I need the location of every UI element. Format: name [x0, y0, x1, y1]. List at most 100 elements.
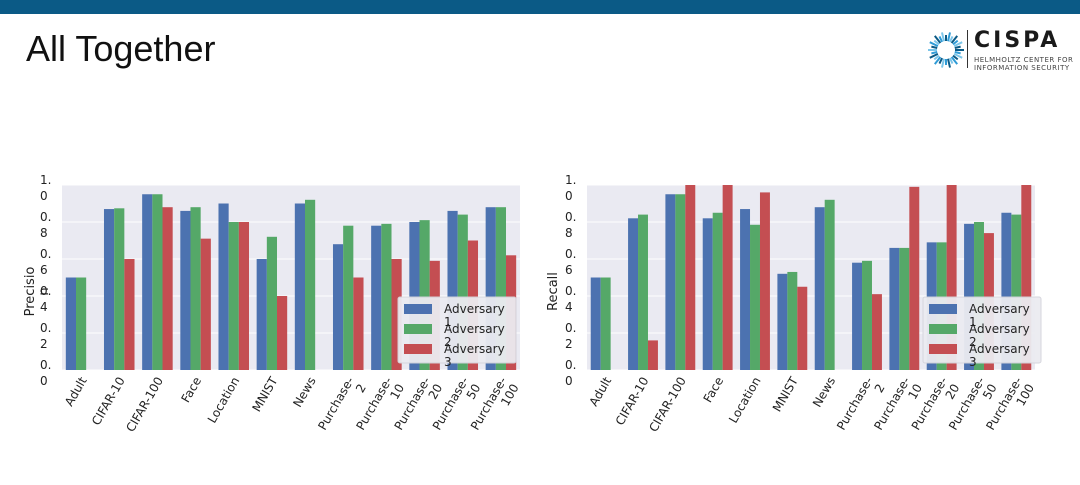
- bar-3: [797, 286, 808, 370]
- legend-label-line: Adversary: [969, 322, 1030, 336]
- bar-1: [1001, 212, 1012, 370]
- x-tick-label: Adult: [62, 374, 90, 408]
- bar-3: [200, 238, 211, 370]
- x-tick-label-line: 10: [905, 382, 925, 402]
- slide-title: All Together: [26, 28, 216, 69]
- y-tick-label: 0.: [40, 284, 51, 298]
- x-tick-label-line: 2: [872, 382, 888, 396]
- y-tick-label: 0.: [565, 284, 576, 298]
- y-axis-label: Precision: [23, 267, 52, 317]
- legend-label-1: Adversary 1: [969, 302, 1030, 329]
- bar-2: [712, 212, 723, 370]
- y-tick-label: 0.: [40, 247, 51, 261]
- sunburst-ray: [933, 56, 942, 65]
- bar-1: [590, 277, 601, 370]
- bar-2: [266, 236, 278, 370]
- legend-swatch-1: [404, 304, 432, 314]
- sunburst-ray: [929, 53, 939, 59]
- cispa-logo: CISPA HELMHOLTZ CENTER FOR INFORMATION S…: [926, 28, 1076, 72]
- top-accent-bar: [0, 0, 1080, 14]
- sunburst-ray: [954, 51, 961, 55]
- bar-1: [628, 218, 639, 370]
- bar-3: [759, 192, 770, 370]
- x-tick-label-line: CIFAR-10: [613, 375, 652, 428]
- bar-3: [647, 340, 658, 370]
- legend-label-line: 2: [444, 335, 452, 349]
- bar-2: [862, 260, 872, 370]
- x-tick-label-line: 50: [980, 382, 1000, 402]
- bar-2: [495, 207, 507, 370]
- recall-chart: 1. 0 0. 8 0. 6 0. 4 0. 2 0. 0 Recall AdultCIFAR-10CIF…: [546, 173, 1042, 434]
- bar-3: [162, 207, 173, 370]
- x-tick-label-line: News: [290, 375, 318, 410]
- bar-2: [152, 194, 163, 370]
- x-tick-label: Face: [701, 375, 727, 406]
- bar-3: [722, 185, 733, 370]
- y-tick-label-cont: 2: [40, 337, 48, 351]
- y-tick-label-cont: 4: [565, 300, 573, 314]
- x-tick-label-line: 20: [426, 382, 446, 402]
- x-tick-label-line: MNIST: [770, 374, 801, 414]
- y-tick-label-cont: 8: [565, 226, 573, 240]
- x-tick-label: News: [810, 375, 838, 410]
- x-tick-label-line: 10: [387, 382, 407, 402]
- bar-1: [409, 222, 420, 370]
- x-tick-label: CIFAR-10: [89, 375, 128, 428]
- cispa-sunburst-icon: [928, 32, 964, 68]
- bar-2: [190, 207, 201, 370]
- x-tick-label-line: CIFAR-10: [89, 375, 128, 428]
- bar-3: [391, 259, 402, 370]
- y-tick-label: 1.: [565, 173, 576, 187]
- y-tick-label: 0.: [565, 321, 576, 335]
- x-tick-label: Adult: [587, 374, 615, 408]
- bar-2: [114, 208, 125, 370]
- bar-2: [419, 220, 430, 370]
- bar-3: [685, 185, 696, 370]
- legend-swatch-2: [929, 324, 957, 334]
- bar-2: [343, 225, 354, 370]
- y-tick-label-cont: 0: [40, 374, 48, 388]
- legend-label-line: 2: [969, 335, 977, 349]
- bar-1: [814, 207, 825, 370]
- x-tick-label: Location: [205, 375, 243, 426]
- bar-1: [852, 262, 863, 370]
- logo-subtitle-line1: HELMHOLTZ CENTER FOR: [974, 56, 1074, 64]
- bar-1: [371, 225, 382, 370]
- x-tick-label-line: News: [810, 375, 838, 410]
- x-tick-label-line: Purchase-: [834, 375, 876, 433]
- sunburst-ray: [929, 41, 939, 47]
- legend-label-line: 1: [969, 315, 977, 329]
- x-tick-label-line: Location: [726, 375, 764, 426]
- legend-swatch-2: [404, 324, 432, 334]
- legend-swatch-1: [929, 304, 957, 314]
- legend-label-line: Adversary: [969, 342, 1030, 356]
- y-axis-label-line: Recall: [546, 272, 561, 311]
- bar-2: [824, 199, 835, 370]
- sunburst-ray: [949, 57, 954, 64]
- bar-2: [228, 222, 239, 370]
- bar-2: [600, 277, 611, 370]
- bar-1: [218, 203, 229, 370]
- sunburst-ray: [950, 35, 959, 44]
- logo-divider: [967, 30, 968, 68]
- bar-1: [180, 210, 191, 370]
- sunburst-ray: [954, 45, 961, 49]
- bar-2: [638, 214, 648, 370]
- x-tick-label-line: CIFAR-100: [123, 375, 166, 435]
- x-tick-label: Location: [726, 375, 764, 426]
- bar-1: [447, 210, 458, 370]
- sunburst-ray: [953, 53, 963, 59]
- bar-1: [256, 259, 267, 370]
- y-axis-label-line: Precisio: [23, 267, 38, 317]
- bar-1: [332, 244, 344, 370]
- x-tick-label-line: Purchase-: [315, 375, 357, 433]
- bar-3: [277, 296, 288, 370]
- legend-label-3: Adversary 3: [444, 342, 505, 369]
- bar-3: [946, 185, 957, 370]
- x-tick-label-line: MNIST: [249, 374, 280, 414]
- sunburst-ray: [933, 54, 940, 61]
- x-tick-label-line: 2: [353, 382, 369, 396]
- legend-label-3: Adversary 3: [969, 342, 1030, 369]
- legend-swatch-3: [929, 344, 957, 354]
